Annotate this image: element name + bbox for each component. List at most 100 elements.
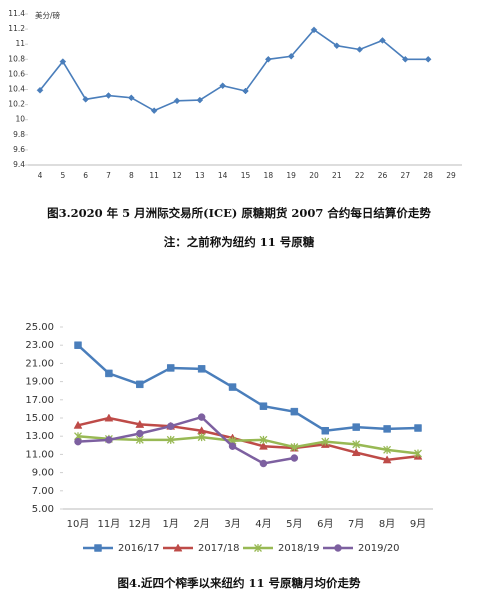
data-point bbox=[105, 92, 112, 99]
series-line bbox=[77, 415, 295, 465]
data-point bbox=[228, 383, 237, 391]
series-line bbox=[39, 28, 429, 112]
data-point bbox=[127, 94, 135, 102]
data-point bbox=[356, 46, 364, 53]
y-tick-label: 11.2 bbox=[8, 24, 25, 33]
x-tick-label: 5月 bbox=[286, 518, 302, 530]
y-tick-label: 25.00 bbox=[25, 322, 54, 333]
data-point bbox=[414, 424, 422, 432]
data-point bbox=[290, 454, 299, 462]
data-point bbox=[351, 448, 361, 457]
data-point bbox=[173, 97, 181, 105]
data-point bbox=[264, 55, 272, 63]
y-tick-label: 9.6 bbox=[13, 145, 25, 154]
data-point bbox=[197, 433, 206, 442]
legend-label: 2017/18 bbox=[198, 543, 240, 554]
data-point bbox=[197, 413, 206, 421]
x-tick-label: 27 bbox=[401, 171, 411, 180]
x-tick-label: 11月 bbox=[98, 518, 121, 530]
chart-2: 5.00 7.00 9.00 11.00 13.00 15.00 17.00 19.00 21.… bbox=[25, 322, 433, 554]
x-tick-label: 2月 bbox=[193, 518, 209, 530]
x-tick-label: 12 bbox=[172, 171, 182, 180]
data-point bbox=[259, 402, 268, 410]
data-point bbox=[105, 436, 113, 444]
data-point bbox=[74, 437, 82, 446]
legend-marker bbox=[254, 544, 262, 552]
x-tick-label: 6月 bbox=[317, 518, 333, 530]
y-tick-label: 10.2 bbox=[8, 100, 25, 109]
y-tick-label: 9.4 bbox=[13, 160, 25, 169]
y-tick-label: 21.00 bbox=[25, 358, 54, 369]
legend-label: 2016/17 bbox=[118, 543, 160, 554]
data-point bbox=[166, 435, 175, 444]
x-tick-label: 21 bbox=[332, 171, 342, 180]
legend-label: 2019/20 bbox=[358, 543, 400, 554]
data-point bbox=[321, 437, 330, 446]
x-tick-label: 20 bbox=[309, 171, 319, 180]
data-point bbox=[287, 52, 295, 60]
x-tick-label: 10月 bbox=[67, 518, 90, 530]
data-point bbox=[310, 26, 318, 34]
y-tick-label: 5.00 bbox=[32, 504, 54, 515]
y-tick-label: 11.00 bbox=[25, 449, 54, 460]
x-tick-label: 11 bbox=[149, 171, 159, 180]
data-point bbox=[105, 369, 113, 378]
legend-marker bbox=[334, 544, 342, 552]
y-axis-label: 美分/磅 bbox=[35, 10, 61, 20]
data-point bbox=[401, 55, 409, 63]
data-point bbox=[219, 82, 227, 90]
chart-1: 9.4 9.6 9.8 10 10.2 10.4 10.6 10.8 11 11.2 11.4 美分/… bbox=[8, 9, 462, 180]
x-tick-label: 12月 bbox=[128, 518, 151, 530]
y-tick-label: 10.4 bbox=[8, 85, 25, 94]
data-point bbox=[242, 87, 249, 95]
x-tick-label: 29 bbox=[446, 171, 456, 180]
data-point bbox=[321, 426, 330, 435]
x-tick-label: 9月 bbox=[410, 518, 426, 530]
legend-label: 2018/19 bbox=[278, 543, 320, 554]
x-tick-label: 7月 bbox=[348, 518, 364, 530]
y-tick-label: 7.00 bbox=[32, 486, 54, 497]
data-point bbox=[333, 42, 341, 50]
data-point bbox=[383, 445, 392, 454]
y-tick-label: 23.00 bbox=[25, 340, 54, 351]
series-line bbox=[77, 434, 419, 455]
data-point bbox=[197, 365, 206, 373]
x-tick-label: 7 bbox=[106, 171, 111, 180]
data-point bbox=[36, 86, 44, 94]
figure-caption: 图4.近四个榨季以来纽约 11 号原糖月均价走势 bbox=[117, 576, 361, 590]
legend-marker bbox=[94, 544, 102, 552]
y-tick-label: 15.00 bbox=[25, 413, 54, 424]
y-tick-label: 19.00 bbox=[25, 377, 54, 388]
x-tick-label: 13 bbox=[195, 171, 205, 180]
y-tick-label: 11 bbox=[15, 39, 25, 48]
legend-marker bbox=[173, 543, 183, 552]
x-tick-label: 22 bbox=[355, 171, 365, 180]
data-point bbox=[74, 341, 82, 349]
x-tick-label: 3月 bbox=[224, 518, 240, 530]
x-tick-label: 26 bbox=[378, 171, 388, 180]
y-tick-label: 10 bbox=[15, 115, 25, 124]
data-point bbox=[136, 429, 144, 438]
x-tick-label: 18 bbox=[264, 171, 274, 180]
x-tick-label: 14 bbox=[218, 171, 228, 180]
y-tick-label: 17.00 bbox=[25, 395, 54, 406]
figure-note: 注：之前称为纽约 11 号原糖 bbox=[163, 235, 315, 249]
x-tick-label: 28 bbox=[423, 171, 433, 180]
data-point bbox=[382, 455, 392, 464]
x-tick-label: 4月 bbox=[255, 518, 271, 530]
x-tick-label: 6 bbox=[83, 171, 88, 180]
data-point bbox=[166, 364, 175, 372]
data-point bbox=[166, 422, 175, 430]
series-line bbox=[77, 416, 419, 462]
data-point bbox=[352, 423, 360, 431]
y-tick-label: 10.8 bbox=[8, 54, 25, 63]
data-point bbox=[135, 419, 145, 428]
x-tick-label: 4 bbox=[38, 171, 43, 180]
x-tick-label: 8 bbox=[129, 171, 134, 180]
x-tick-label: 15 bbox=[241, 171, 251, 180]
data-point bbox=[259, 441, 268, 450]
data-point bbox=[196, 96, 204, 104]
y-tick-label: 9.00 bbox=[32, 468, 54, 479]
data-point bbox=[228, 442, 237, 450]
